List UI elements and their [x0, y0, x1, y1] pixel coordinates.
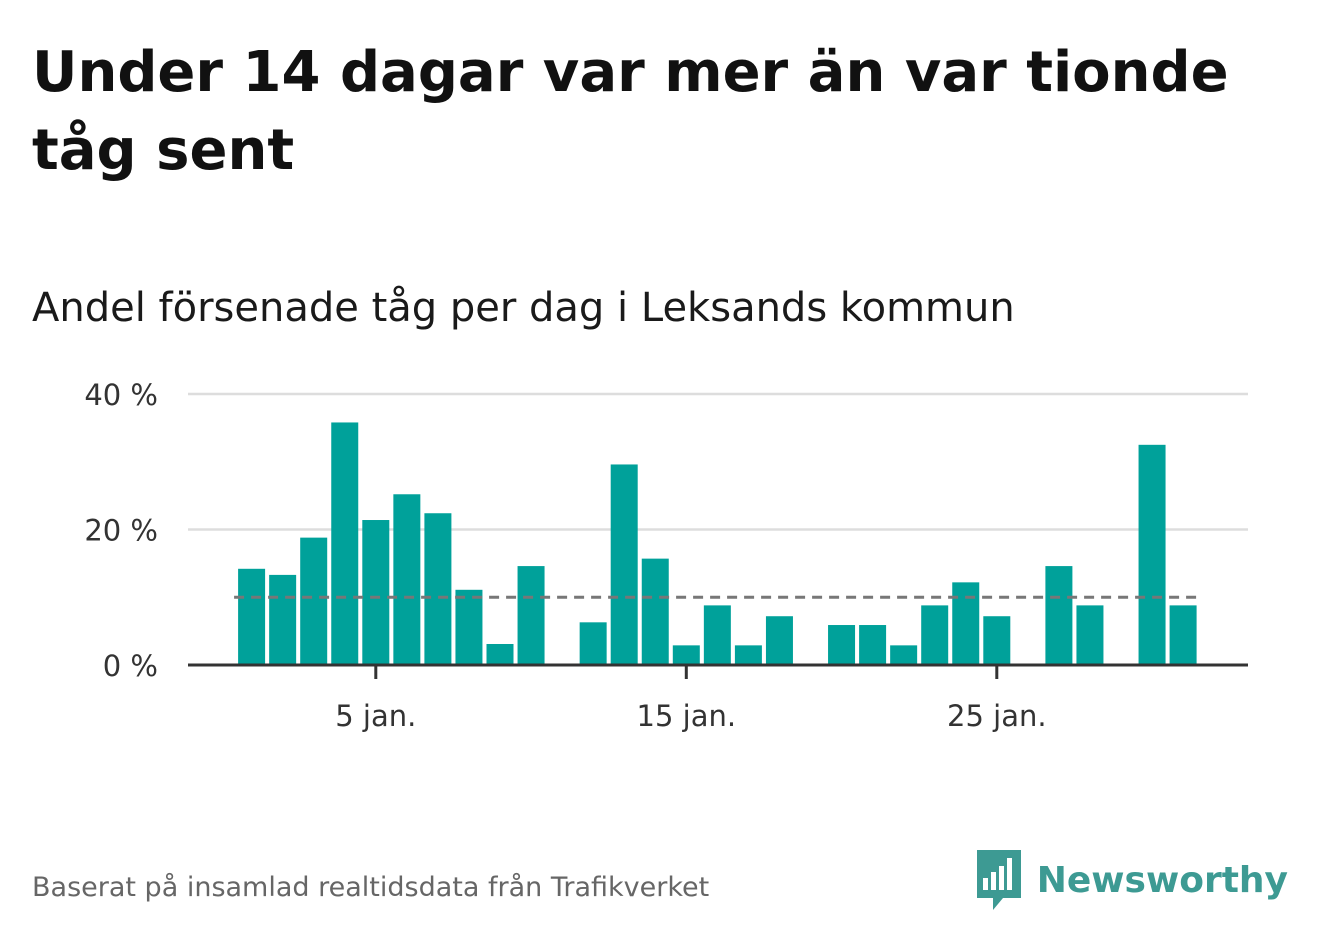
x-tick-label: 25 jan.: [947, 699, 1047, 733]
bar: [455, 589, 483, 665]
bar: [517, 566, 545, 665]
bar: [238, 568, 266, 665]
bar: [734, 645, 762, 665]
bar: [1169, 605, 1197, 665]
bar: [269, 574, 297, 665]
brand: Newsworthy: [973, 848, 1288, 912]
bar: [952, 582, 980, 665]
y-tick-label: 40 %: [84, 378, 158, 412]
bar: [610, 464, 638, 665]
bar: [765, 616, 793, 665]
bar: [983, 616, 1011, 665]
chart-subtitle: Andel försenade tåg per dag i Leksands k…: [32, 285, 1015, 331]
bar: [1076, 605, 1104, 665]
bar: [859, 625, 887, 665]
bar: [362, 520, 390, 665]
bar: [921, 605, 949, 665]
y-tick-label: 20 %: [84, 514, 158, 548]
bar: [703, 605, 731, 665]
bar: [331, 422, 359, 665]
bar-chart: 0 % 20 % 40 % 5 jan. 15 jan. 25 jan.: [84, 378, 1248, 733]
bar: [300, 537, 328, 665]
newsworthy-logo-icon: [976, 850, 1021, 910]
y-tick-label: 0 %: [103, 649, 158, 683]
bar: [579, 622, 607, 665]
x-tick-label: 5 jan.: [335, 699, 416, 733]
source-note: Baserat på insamlad realtidsdata från Tr…: [32, 872, 710, 903]
bar: [890, 645, 918, 665]
bar: [641, 558, 669, 665]
bar: [828, 625, 856, 665]
bar: [1045, 566, 1073, 665]
x-tick-label: 15 jan.: [637, 699, 737, 733]
bar: [1138, 444, 1166, 665]
chart-title: Under 14 dagar var mer än var tionde tåg…: [32, 40, 1229, 183]
bar: [424, 513, 452, 665]
brand-name: Newsworthy: [1036, 859, 1288, 901]
bar: [486, 643, 514, 665]
bar: [672, 645, 700, 665]
bar: [393, 494, 421, 665]
